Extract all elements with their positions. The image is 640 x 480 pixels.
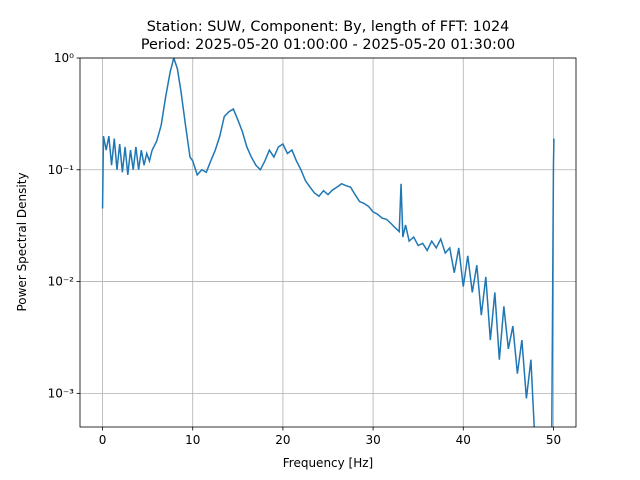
plot-frame xyxy=(79,57,577,428)
y-axis-label: Power Spectral Density xyxy=(15,172,29,311)
chart-title: Station: SUW, Component: By, length of F… xyxy=(147,19,510,35)
x-tick-label: 40 xyxy=(456,433,471,447)
x-tick-label: 0 xyxy=(99,433,107,447)
x-axis-label: Frequency [Hz] xyxy=(283,456,374,470)
y-tick-label: 10⁻¹ xyxy=(48,163,75,177)
x-tick-label: 20 xyxy=(275,433,290,447)
x-tick-label: 30 xyxy=(365,433,380,447)
x-tick-label: 50 xyxy=(546,433,561,447)
data-line xyxy=(101,58,555,427)
y-tick-label: 10⁰ xyxy=(54,51,74,65)
x-tick-label: 10 xyxy=(185,433,200,447)
y-tick-label: 10⁻³ xyxy=(48,386,75,400)
chart-subtitle: Period: 2025-05-20 01:00:00 - 2025-05-20… xyxy=(141,37,515,53)
y-tick-label: 10⁻² xyxy=(48,275,75,289)
